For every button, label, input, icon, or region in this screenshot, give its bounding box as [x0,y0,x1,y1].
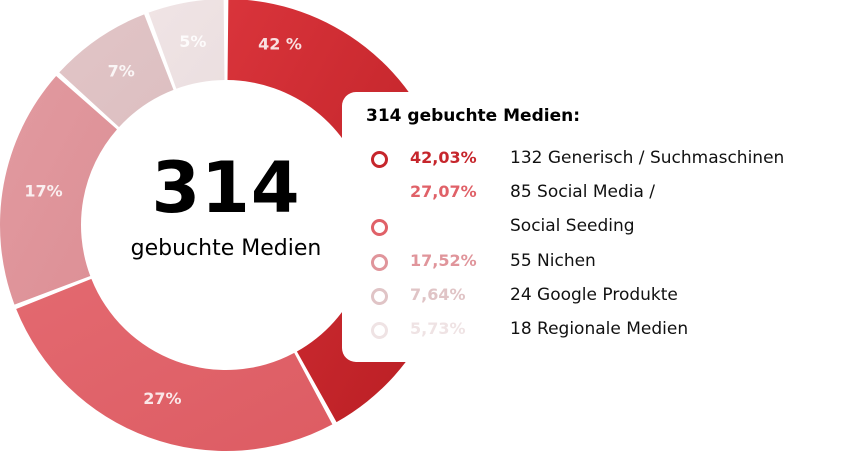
legend-percent: 5,73% [410,319,466,338]
legend-marker-icon [371,288,388,305]
legend-percent: 42,03% [410,148,477,167]
legend-item-google-produkte: 7,64% 24 Google Produkte [366,281,846,311]
legend-percent: 27,07% [410,182,477,201]
legend-description: 85 Social Media / [510,182,656,202]
legend-item-social-seeding: Social Seeding [366,212,846,242]
legend-panel: 314 gebuchte Medien: 42,03% 132 Generisc… [342,92,852,362]
legend-description: 132 Generisch / Suchmaschinen [510,148,785,168]
legend-item-generisch: 42,03% 132 Generisch / Suchmaschinen [366,144,846,174]
legend-marker-icon [371,219,388,236]
donut-slice-3 [0,75,118,305]
donut-slice-label: 7% [108,61,135,80]
legend-description: 18 Regionale Medien [510,319,689,339]
legend-description: 24 Google Produkte [510,285,678,305]
legend-description: 55 Nichen [510,251,596,271]
donut-slice-label: 42 % [258,35,302,54]
legend-description: Social Seeding [510,216,635,236]
legend-marker-icon [371,254,388,271]
legend-item-social-media: 27,07% 85 Social Media / [366,178,846,208]
legend-percent: 7,64% [410,285,466,304]
donut-slice-label: 5% [179,32,206,51]
donut-slice-2 [16,278,333,451]
center-total-label: gebuchte Medien [130,236,322,261]
donut-slice-5 [148,0,225,89]
legend-marker-icon [371,322,388,339]
legend-title: 314 gebuchte Medien: [366,106,581,126]
legend-item-nichen: 17,52% 55 Nichen [366,247,846,277]
legend-percent: 17,52% [410,251,477,270]
donut-slice-label: 17% [24,181,62,200]
donut-slice-label: 27% [143,389,181,408]
center-total-number: 314 [151,147,301,229]
legend-marker-icon [371,151,388,168]
legend-item-regionale-medien: 5,73% 18 Regionale Medien [366,315,846,345]
donut-slice-4 [59,14,174,128]
